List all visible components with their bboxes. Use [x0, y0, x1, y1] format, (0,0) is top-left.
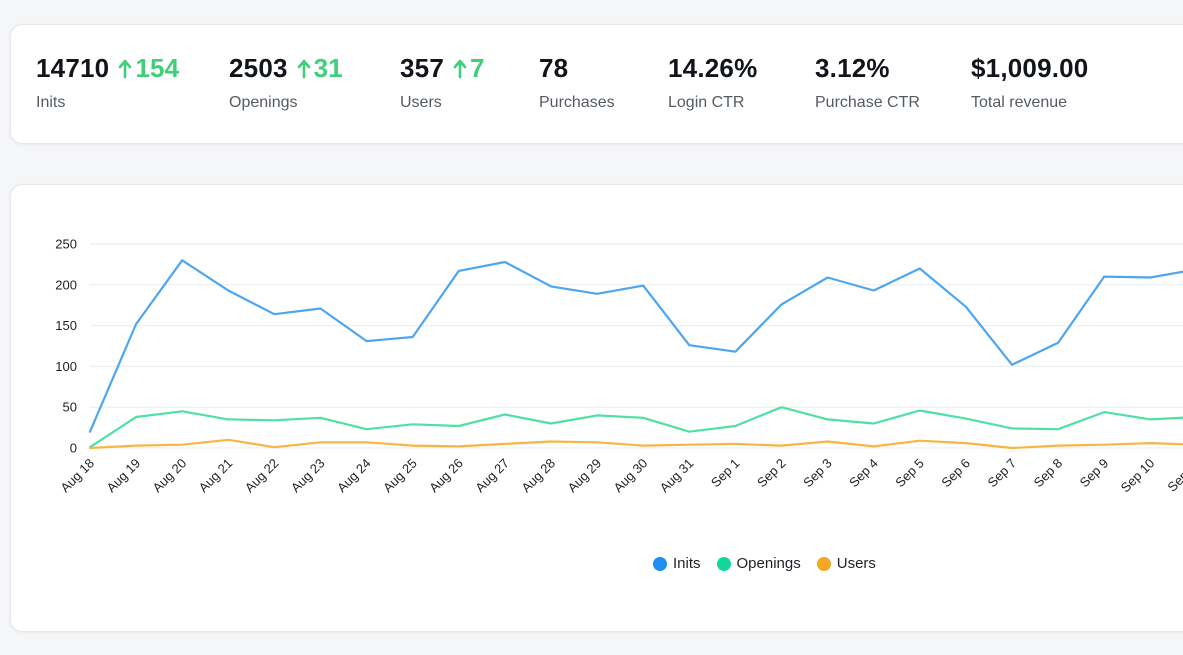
- x-tick-label: Aug 19: [103, 456, 143, 496]
- arrow-up-icon: [297, 59, 310, 78]
- x-tick-label: Sep 11: [1164, 456, 1183, 495]
- x-tick-label: Aug 18: [57, 456, 97, 496]
- legend-label: Users: [836, 555, 876, 572]
- chart-card: 0 50 100 150 200 250 Aug 18 Aug 19 Aug 20 Aug 21 A…: [10, 184, 1183, 632]
- y-tick-label: 50: [63, 400, 77, 415]
- stat-label: Purchases: [539, 94, 615, 111]
- arrow-up-icon: [119, 59, 132, 78]
- x-tick-label: Aug 26: [426, 456, 466, 496]
- y-tick-label: 100: [55, 359, 77, 374]
- legend-dot-inits: [653, 556, 667, 571]
- x-tick-label: Aug 20: [150, 456, 190, 496]
- stat-purchase-ctr: 3.12% Purchase CTR: [815, 53, 920, 112]
- stat-value: 14710: [36, 53, 110, 83]
- series-line-openings: [88, 406, 1183, 449]
- stat-login-ctr: 14.26% Login CTR: [668, 53, 757, 112]
- legend-label: Openings: [736, 555, 801, 572]
- x-tick-label: Sep 5: [892, 456, 927, 491]
- x-tick-label: Sep 8: [1031, 456, 1066, 491]
- x-tick-label: Aug 21: [196, 456, 236, 496]
- x-tick-label: Aug 28: [518, 456, 558, 496]
- x-tick-label: Aug 31: [657, 456, 697, 496]
- legend-item-inits[interactable]: Inits: [653, 555, 701, 572]
- y-tick-label: 150: [55, 318, 77, 333]
- stat-label: Purchase CTR: [815, 94, 920, 111]
- y-tick-label: 200: [55, 277, 77, 292]
- stat-label: Inits: [36, 94, 66, 111]
- x-tick-label: Aug 27: [472, 456, 512, 496]
- x-tick-label: Sep 1: [708, 456, 743, 491]
- stat-change: 7: [453, 53, 485, 84]
- stat-change-value: 31: [313, 53, 343, 83]
- x-tick-label: Aug 23: [288, 456, 328, 496]
- stat-users: 357 7 Users: [400, 53, 485, 112]
- x-tick-label: Aug 30: [611, 456, 651, 496]
- x-tick-label: Sep 2: [754, 456, 789, 491]
- stat-inits: 14710 154 Inits: [36, 53, 179, 112]
- legend-dot-openings: [716, 556, 731, 571]
- x-tick-label: Sep 9: [1077, 456, 1112, 491]
- x-tick-label: Sep 6: [938, 456, 973, 491]
- legend-item-openings[interactable]: Openings: [716, 555, 801, 572]
- stat-value: 14.26%: [668, 53, 758, 83]
- legend-dot-users: [816, 556, 831, 571]
- stat-openings: 2503 31 Openings: [229, 53, 343, 112]
- stat-change-value: 7: [469, 53, 485, 83]
- stat-value: 2503: [229, 53, 288, 83]
- stat-label: Login CTR: [668, 94, 745, 111]
- x-tick-label: Sep 4: [846, 456, 881, 491]
- x-tick-label: Sep 7: [984, 456, 1019, 491]
- stat-label: Total revenue: [971, 94, 1068, 111]
- stat-value: 357: [400, 53, 444, 83]
- stat-value: 3.12%: [815, 53, 890, 83]
- x-tick-label: Aug 25: [380, 456, 420, 496]
- legend-label: Inits: [673, 555, 701, 572]
- x-tick-label: Aug 24: [334, 456, 374, 496]
- x-tick-label: Aug 29: [564, 456, 604, 496]
- y-tick-label: 250: [55, 237, 77, 252]
- x-tick-label: Sep 10: [1118, 456, 1158, 496]
- stat-value: $1,009.00: [971, 53, 1089, 83]
- stat-change: 31: [297, 53, 343, 84]
- stat-change-value: 154: [135, 53, 180, 83]
- x-tick-label: Sep 3: [800, 456, 835, 491]
- series-line-users: [88, 438, 1183, 450]
- chart-legend: Inits Openings Users: [653, 555, 892, 572]
- stat-purchases: 78 Purchases: [539, 53, 615, 112]
- x-tick-label: Aug 22: [242, 456, 282, 496]
- stat-label: Openings: [229, 94, 298, 111]
- stat-total-revenue: $1,009.00 Total revenue: [971, 53, 1088, 112]
- stat-change: 154: [118, 53, 179, 84]
- y-tick-label: 0: [70, 441, 77, 456]
- arrow-up-icon: [453, 59, 467, 78]
- stat-value: 78: [539, 53, 569, 83]
- series-line-inits: [88, 259, 1183, 433]
- legend-item-users[interactable]: Users: [816, 555, 876, 572]
- stats-card: 14710 154 Inits 2503 31 Openings 357 7 U…: [10, 24, 1183, 144]
- stat-label: Users: [400, 94, 442, 111]
